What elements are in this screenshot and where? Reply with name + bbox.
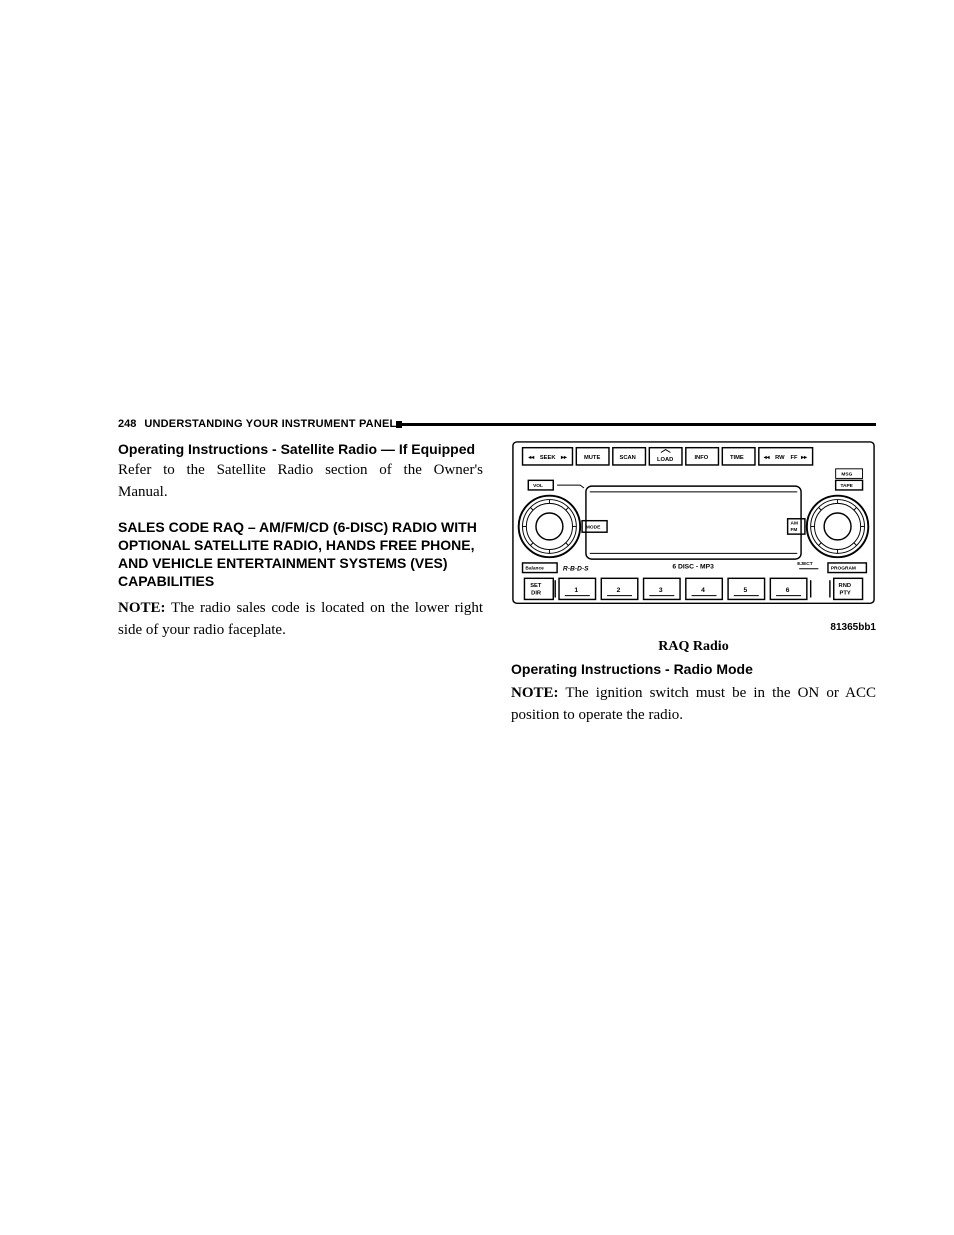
right-knob <box>807 496 868 557</box>
eject-label: EJECT <box>797 561 813 567</box>
time-label: TIME <box>730 455 744 461</box>
left-column: Operating Instructions - Satellite Radio… <box>118 440 483 740</box>
balance-label: Balance <box>525 566 544 572</box>
seek-label: SEEK <box>540 455 557 461</box>
preset-5-label: 5 <box>743 587 747 594</box>
set-label: SET <box>530 583 542 589</box>
heading-sales-code: SALES CODE RAQ – AM/FM/CD (6-DISC) RADIO… <box>118 518 483 591</box>
load-label: LOAD <box>657 457 673 463</box>
left-knob <box>519 496 580 557</box>
rnd-label: RND <box>839 583 851 589</box>
radio-display <box>586 486 801 559</box>
page-number: 248 <box>118 418 136 430</box>
seek-left-icon: ◂◂ <box>527 455 535 461</box>
rw-label: RW <box>775 455 785 461</box>
am-label: AM <box>791 521 798 527</box>
heading-satellite-radio: Operating Instructions - Satellite Radio… <box>118 440 483 458</box>
vol-arrow <box>557 485 584 488</box>
scan-label: SCAN <box>620 455 636 461</box>
tape-label: TAPE <box>840 483 853 489</box>
dir-label: DIR <box>531 591 542 597</box>
note-text: The radio sales code is located on the l… <box>118 600 483 638</box>
fm-label: FM <box>791 527 798 533</box>
pty-label: PTY <box>839 591 850 597</box>
ff-right-icon: ▸▸ <box>800 455 808 461</box>
mute-label: MUTE <box>584 455 600 461</box>
page-header: 248 UNDERSTANDING YOUR INSTRUMENT PANEL <box>118 418 876 430</box>
ff-label: FF <box>791 455 799 461</box>
preset-1-label: 1 <box>574 587 578 594</box>
header-rule <box>402 423 876 426</box>
right-column: ◂◂ SEEK ▸▸ MUTE SCAN LOAD INFO TI <box>511 440 876 740</box>
note-label: NOTE: <box>118 600 166 616</box>
radio-figure: ◂◂ SEEK ▸▸ MUTE SCAN LOAD INFO TI <box>511 440 876 618</box>
preset-6-label: 6 <box>786 587 790 594</box>
program-label: PROGRAM <box>831 566 856 572</box>
disc-label: 6 DISC - MP3 <box>672 564 714 571</box>
msg-label: MSG <box>841 472 852 478</box>
preset-3-label: 3 <box>659 587 663 594</box>
header-title: UNDERSTANDING YOUR INSTRUMENT PANEL <box>144 418 396 430</box>
seek-right-icon: ▸▸ <box>560 455 568 461</box>
bottom-button-row: SET DIR 1 2 3 4 <box>524 578 862 599</box>
note-sales-code: NOTE: The radio sales code is located on… <box>118 598 483 642</box>
body-satellite-radio: Refer to the Satellite Radio section of … <box>118 460 483 504</box>
preset-2-label: 2 <box>617 587 621 594</box>
radio-diagram: ◂◂ SEEK ▸▸ MUTE SCAN LOAD INFO TI <box>511 440 876 613</box>
note-label-2: NOTE: <box>511 685 559 701</box>
note-radio-mode: NOTE: The ignition switch must be in the… <box>511 683 876 727</box>
info-label: INFO <box>694 455 708 461</box>
figure-caption: RAQ Radio <box>511 639 876 655</box>
mode-label: MODE <box>586 524 601 530</box>
rw-left-icon: ◂◂ <box>763 455 771 461</box>
figure-code: 81365bb1 <box>511 622 876 633</box>
heading-radio-mode: Operating Instructions - Radio Mode <box>511 661 876 677</box>
preset-4-label: 4 <box>701 587 705 594</box>
note-text-2: The ignition switch must be in the ON or… <box>511 685 876 723</box>
top-button-row: ◂◂ SEEK ▸▸ MUTE SCAN LOAD INFO TI <box>523 448 813 465</box>
vol-label: VOL <box>533 483 543 489</box>
rbds-label: R·B·D·S <box>563 566 589 573</box>
